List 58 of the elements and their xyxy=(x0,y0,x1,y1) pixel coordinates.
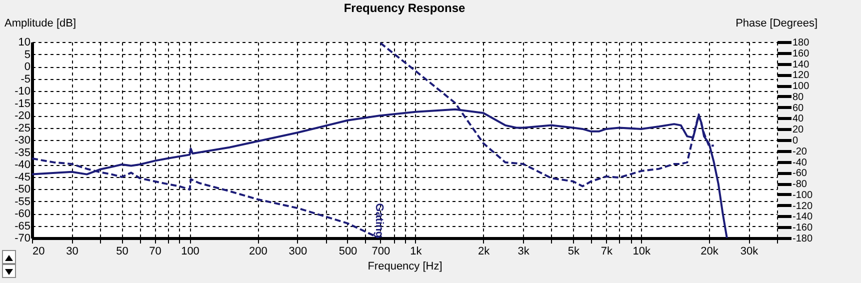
x-tick-label: 30k xyxy=(740,246,759,258)
y-axis-title: Amplitude [dB] xyxy=(4,18,76,30)
y-tick-label: -25 xyxy=(14,122,30,134)
y-tick-label: -30 xyxy=(14,134,30,146)
y2-tick-label: 120 xyxy=(792,70,810,82)
x-tick-label: 10k xyxy=(632,246,651,258)
y-tick-label: -55 xyxy=(14,196,30,208)
x-tick-label: 30 xyxy=(66,246,78,258)
y-tick-label: -70 xyxy=(14,232,30,244)
annotation: Gating xyxy=(373,203,386,238)
y2-tick-label: 160 xyxy=(792,48,810,60)
y2-tick-label: 20 xyxy=(792,124,804,136)
y-tick-label: -15 xyxy=(14,98,30,110)
y2-tick-label: -60 xyxy=(792,168,808,180)
y-tick-label: -35 xyxy=(14,146,30,159)
x-tick-label: 20 xyxy=(32,246,45,258)
y-tick-label: -45 xyxy=(14,171,30,184)
x-tick-label: 500 xyxy=(338,246,358,258)
y-tick-label: -50 xyxy=(14,184,30,196)
y2-tick-label: 180 xyxy=(792,38,810,48)
y2-tick-label: 140 xyxy=(792,59,810,70)
x-tick-label: 100 xyxy=(181,246,200,258)
x-tick-label: 2k xyxy=(478,246,490,258)
y2-tick-label: -20 xyxy=(792,146,808,158)
y2-tick-label: -120 xyxy=(792,200,813,212)
y-tick-label: 0 xyxy=(24,61,30,73)
y-tick-label: -60 xyxy=(14,208,30,220)
chart-title: Frequency Response xyxy=(344,1,466,15)
y2-tick-label: 60 xyxy=(792,102,804,114)
y-tick-label: -10 xyxy=(14,86,30,98)
y2-tick-label: -160 xyxy=(792,222,813,234)
y-tick-label: -40 xyxy=(14,159,30,171)
y2-tick-label: -100 xyxy=(792,190,813,201)
x-tick-label: 20k xyxy=(700,246,719,258)
x-tick-label: 3k xyxy=(518,246,530,258)
x-tick-label: 200 xyxy=(249,246,268,258)
y2-tick-label: -40 xyxy=(792,157,808,168)
x-tick-label: 70 xyxy=(149,246,162,258)
y2-tick-label: -80 xyxy=(792,179,808,190)
y-tick-label: -65 xyxy=(14,220,30,232)
y2-tick-label: 0 xyxy=(792,136,798,146)
y2-tick-label: 40 xyxy=(792,114,804,125)
y2-tick-label: 80 xyxy=(792,92,804,103)
y-tick-label: 10 xyxy=(18,36,30,48)
x-tick-label: 50 xyxy=(116,246,128,258)
y-tick-label: 5 xyxy=(24,48,30,61)
x-tick-label: 5k xyxy=(568,246,580,258)
x-axis-title: Frequency [Hz] xyxy=(368,260,442,272)
y2-tick-label: -140 xyxy=(792,212,813,223)
x-tick-label: 1k xyxy=(410,246,422,258)
y2-axis-title: Phase [Degrees] xyxy=(736,18,818,30)
y-tick-label: -5 xyxy=(20,73,30,86)
x-tick-label: 7k xyxy=(600,246,613,258)
y2-tick-label: 100 xyxy=(792,81,810,92)
x-tick-label: 700 xyxy=(372,246,390,258)
y2-tick-label: -180 xyxy=(792,234,813,244)
y-tick-label: -20 xyxy=(14,110,30,122)
x-tick-label: 300 xyxy=(288,246,308,258)
